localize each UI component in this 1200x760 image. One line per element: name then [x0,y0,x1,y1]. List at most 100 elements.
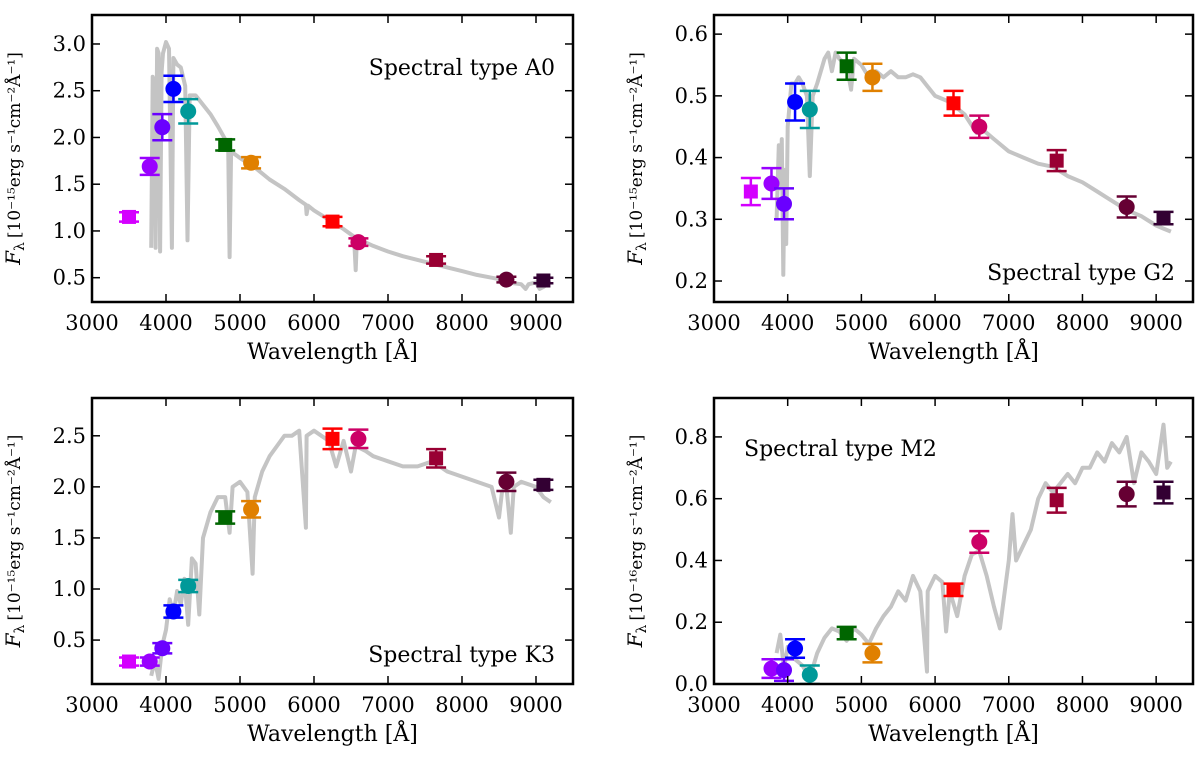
y-tick-label: 0.6 [675,487,708,511]
square-marker [839,59,854,74]
x-tick-label: 3000 [65,693,118,717]
y-tick-label: 3.0 [53,32,86,56]
square-marker [325,214,340,229]
circle-marker [154,640,171,657]
data-point [152,112,173,142]
x-tick-label: 9000 [1129,693,1182,717]
circle-marker [971,533,988,550]
data-point [533,273,554,288]
x-tick-label: 8000 [1056,311,1109,335]
square-marker [122,209,136,224]
axes-frame [712,396,1195,686]
circle-marker [763,660,780,677]
x-axis-label: Wavelength [Å] [868,337,1039,365]
data-point [163,74,184,104]
square-marker [946,582,961,597]
panel-G2: 3000 4000 5000 6000 7000 8000 9000 0.2 0.3 0.4 0.5… [623,13,1195,365]
y-axis-label: Fλ [10⁻¹⁵erg s⁻¹cm⁻²Å⁻¹] [1,435,28,649]
data-point [969,114,990,140]
circle-marker [971,118,988,135]
circle-marker [498,271,515,288]
spectrum-line [149,40,553,291]
square-marker [839,626,854,641]
data-point [178,577,199,594]
square-marker [536,477,551,492]
data-point [139,156,160,177]
y-tick-label: 0.4 [675,548,708,572]
circle-marker [141,653,158,670]
y-label-unit: [10⁻¹⁵erg s⁻¹cm⁻²Å⁻¹] [4,435,25,621]
data-point [785,82,806,122]
x-tick-label: 8000 [1056,693,1109,717]
photometry-points [740,51,1174,226]
y-label-symbol: F [1,250,25,266]
x-tick-label: 6000 [908,311,961,335]
square-marker [1156,211,1171,226]
data-point [862,642,883,664]
x-tick-label: 7000 [361,693,414,717]
data-point [943,89,964,117]
y-tick-label: 0.5 [53,266,86,290]
y-tick-label: 2.5 [53,424,86,448]
axes-frame [712,13,1195,304]
data-point [1046,486,1067,514]
x-axis-label: Wavelength [Å] [247,337,418,365]
spectral-type-annotation: Spectral type G2 [987,261,1175,286]
y-tick-label: 0.5 [53,628,86,652]
axes-frame [90,396,575,686]
x-tick-label: 4000 [139,311,192,335]
x-tick-label: 6000 [287,311,340,335]
circle-marker [864,645,881,662]
circle-marker [243,154,260,171]
square-marker [536,273,551,288]
square-marker [743,184,758,199]
circle-marker [350,430,367,447]
circle-marker [864,69,881,86]
x-tick-label: 8000 [435,693,488,717]
square-marker [1049,493,1064,508]
x-tick-label: 6000 [287,693,340,717]
y-label-symbol: F [623,632,647,648]
data-point [496,271,517,288]
circle-marker [787,640,804,657]
circle-marker [180,577,197,594]
y-tick-label: 1.0 [53,577,86,601]
data-point [215,510,236,525]
y-tick-label: 2.0 [53,125,86,149]
y-tick-label: 0.2 [675,610,708,634]
x-tick-label: 5000 [213,311,266,335]
y-tick-label: 2.0 [53,475,86,499]
data-point [119,209,139,224]
x-tick-label: 5000 [213,693,266,717]
y-axis-label: Fλ [10⁻¹⁶erg s⁻¹cm⁻²Å⁻¹] [623,435,650,649]
data-point [1046,148,1067,173]
data-point [740,176,761,207]
circle-marker [165,603,182,620]
x-tick-label: 5000 [835,693,888,717]
spectral-type-annotation: Spectral type M2 [744,437,937,462]
y-tick-label: 0.4 [675,146,708,170]
spectrum-line [774,50,1172,277]
x-tick-label: 4000 [761,693,814,717]
spectral-type-annotation: Spectral type A0 [369,56,555,81]
x-axis-label: Wavelength [Å] [247,719,418,747]
data-point [774,187,795,221]
x-tick-label: 7000 [982,311,1035,335]
spectrum-line [149,428,552,681]
square-marker [325,431,340,446]
square-marker [122,654,136,669]
x-tick-label: 3000 [687,693,740,717]
panel-M2: 3000 4000 5000 6000 7000 8000 9000 0.0 0.2 0.4 0.6… [623,396,1195,747]
circle-marker [787,94,804,111]
y-label-unit: [10⁻¹⁵erg s⁻¹cm⁻²Å⁻¹] [626,52,647,238]
circle-marker [498,473,515,490]
y-label-subscript: λ [634,242,650,251]
y-label-subscript: λ [634,624,650,633]
data-point [836,625,857,641]
x-tick-label: 6000 [908,693,961,717]
x-axis-label: Wavelength [Å] [868,719,1039,747]
circle-marker [1118,198,1135,215]
square-marker [429,451,444,466]
data-point [774,658,795,683]
